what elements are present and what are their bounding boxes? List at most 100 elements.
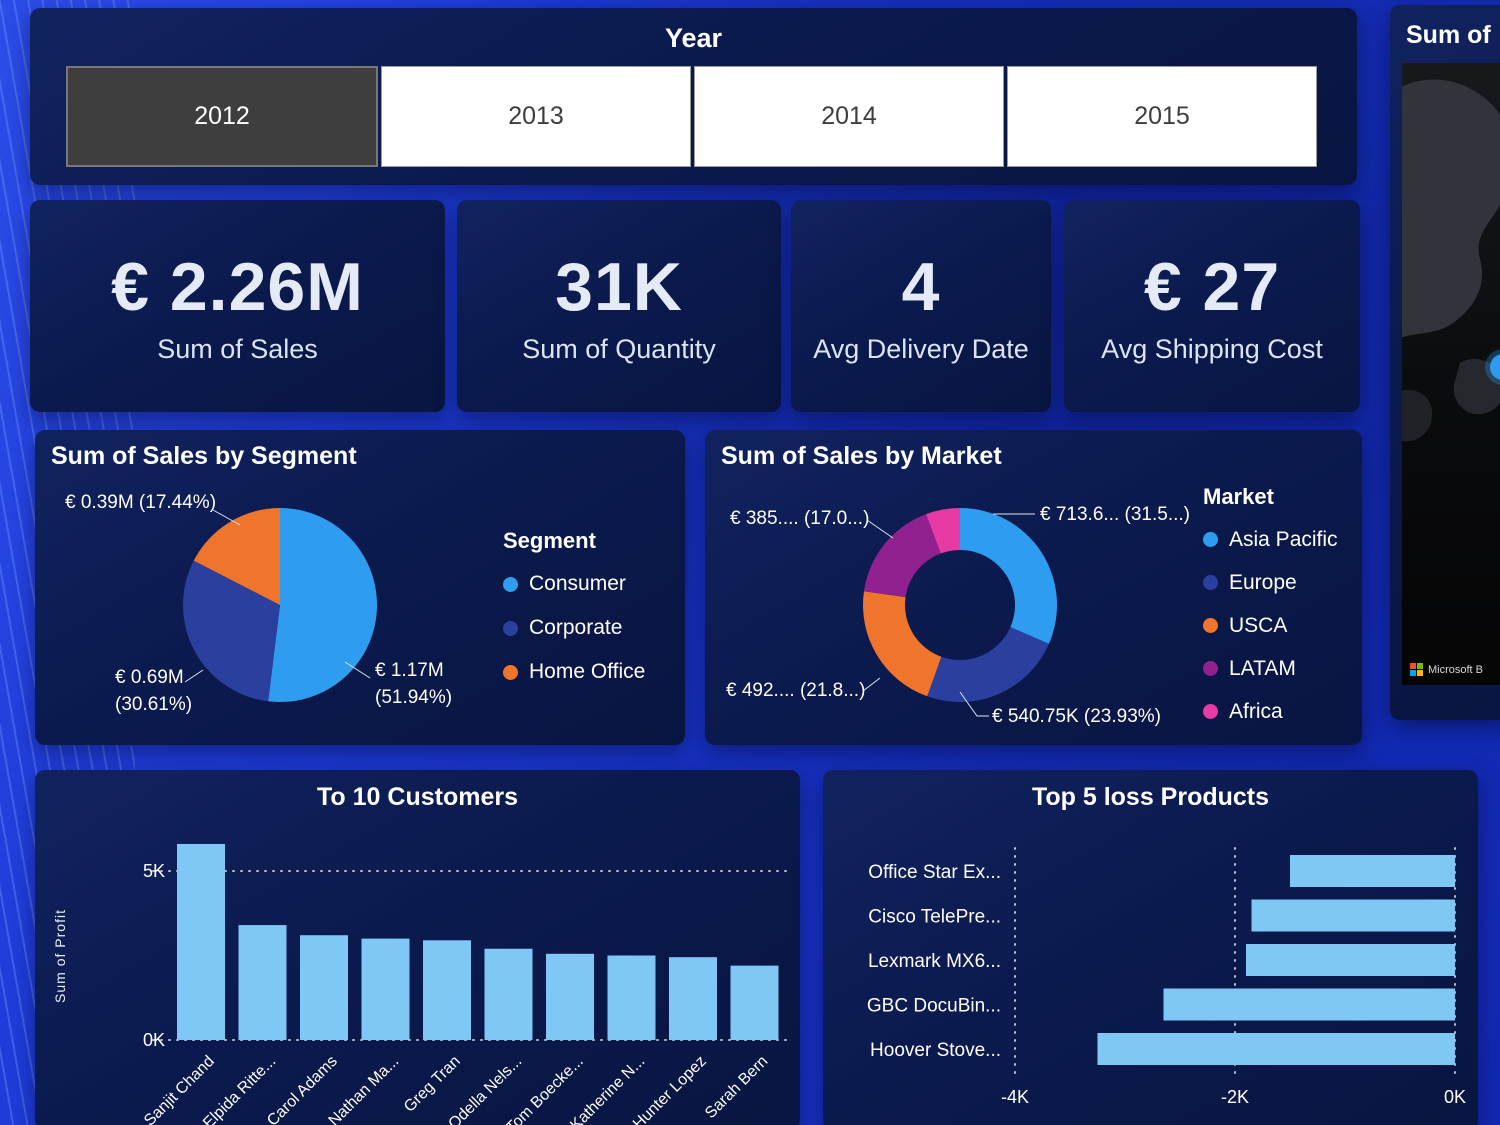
loss-products-panel: Top 5 loss Products -4K -2K 0K Office Star … xyxy=(823,770,1478,1125)
y-tick-label: 0K xyxy=(143,1030,165,1050)
bar-nathan-ma[interactable] xyxy=(361,938,410,1040)
data-label: € 0.39M (17.44%) xyxy=(65,492,216,513)
bar-cisco-telepre[interactable] xyxy=(1251,899,1456,932)
year-slicer-panel: Year 2012 2013 2014 2015 xyxy=(30,8,1357,185)
slice-africa[interactable] xyxy=(926,508,960,554)
data-label: (51.94%) xyxy=(375,687,452,708)
kpi-label: Sum of Sales xyxy=(157,333,318,364)
bar-gbc-docubin[interactable] xyxy=(1163,988,1456,1021)
bar-office-star-ex[interactable] xyxy=(1290,855,1455,887)
data-label: € 492.... (21.8...) xyxy=(726,680,865,701)
bar-odella-nels[interactable] xyxy=(484,948,533,1040)
legend-item-africa[interactable]: Africa xyxy=(1203,690,1338,733)
slice-corporate[interactable] xyxy=(182,560,280,702)
year-option-2013[interactable]: 2013 xyxy=(381,66,691,167)
bar-elpida-ritte[interactable] xyxy=(238,925,287,1040)
legend-label: Home Office xyxy=(529,660,646,683)
legend-title: Market xyxy=(1203,484,1274,509)
x-tick-label: -4K xyxy=(1001,1087,1029,1107)
map-landmass xyxy=(1402,79,1500,442)
loss-products-bar-chart: -4K -2K 0K Office Star Ex... Cisco TelePre..… xyxy=(867,847,1466,1107)
category-label: Lexmark MX6... xyxy=(868,951,1001,972)
x-category-label: Sarah Bern xyxy=(702,1053,771,1122)
kpi-card-sum-of-quantity: 31K Sum of Quantity xyxy=(457,200,781,412)
year-slicer-title: Year xyxy=(664,23,723,53)
kpi-value: 31K xyxy=(555,248,683,325)
slice-usca[interactable] xyxy=(863,591,942,697)
legend-label: Asia Pacific xyxy=(1229,527,1338,551)
sales-by-market-panel: Sum of Sales by Market € 713.6... (31.5.… xyxy=(705,430,1362,745)
microsoft-logo-icon xyxy=(1410,663,1423,676)
kpi-label: Avg Delivery Date xyxy=(813,333,1029,364)
market-donut-chart: € 713.6... (31.5...) € 540.75K (23.93%) € … xyxy=(726,504,1190,727)
segment-pie-chart: € 1.17M (51.94%) € 0.69M (30.61%) € 0.39M (1… xyxy=(65,492,452,715)
kpi-value: € 27 xyxy=(1143,248,1281,325)
map-attribution-text: Microsoft B xyxy=(1428,663,1484,676)
legend-label: Europe xyxy=(1229,570,1297,594)
bar-carol-adams[interactable] xyxy=(300,935,348,1040)
legend-label: USCA xyxy=(1229,613,1288,637)
category-label: Hoover Stove... xyxy=(870,1040,1001,1061)
bar-tom-boecke[interactable] xyxy=(546,953,594,1040)
legend-item-home-office[interactable]: Home Office xyxy=(503,650,645,694)
y-tick-label: 5K xyxy=(143,861,165,881)
data-label: € 713.6... (31.5...) xyxy=(1040,504,1190,525)
legend-item-asia-pacific[interactable]: Asia Pacific xyxy=(1203,518,1338,561)
legend-dot-icon xyxy=(1203,704,1218,719)
sales-map-panel: Sum of Microsoft B xyxy=(1390,5,1500,720)
legend-item-corporate[interactable]: Corporate xyxy=(503,606,645,650)
bar-sarah-bern[interactable] xyxy=(730,965,779,1040)
legend-label: LATAM xyxy=(1229,656,1296,680)
slice-home-office[interactable] xyxy=(193,508,280,605)
slice-latam[interactable] xyxy=(863,514,941,598)
bar-hunter-lopez[interactable] xyxy=(669,957,717,1040)
year-option-2014[interactable]: 2014 xyxy=(694,66,1004,167)
legend-dot-icon xyxy=(503,664,518,680)
data-label: € 1.17M xyxy=(375,660,444,681)
legend-dot-icon xyxy=(503,576,518,592)
year-option-2015[interactable]: 2015 xyxy=(1007,66,1317,167)
legend-item-usca[interactable]: USCA xyxy=(1203,604,1338,647)
kpi-label: Avg Shipping Cost xyxy=(1101,333,1323,364)
slice-europe[interactable] xyxy=(927,627,1049,702)
data-label: € 0.69M xyxy=(115,667,184,688)
kpi-value: € 2.26M xyxy=(111,248,364,325)
category-label: Cisco TelePre... xyxy=(868,907,1001,928)
legend-dot-icon xyxy=(1203,575,1218,590)
legend-item-consumer[interactable]: Consumer xyxy=(503,562,645,606)
slice-asia-pacific[interactable] xyxy=(960,508,1057,644)
map-data-bubble[interactable] xyxy=(1490,354,1500,380)
bar-sanjit-chand[interactable] xyxy=(177,843,225,1040)
data-label: € 540.75K (23.93%) xyxy=(992,706,1161,727)
kpi-label: Sum of Quantity xyxy=(522,333,716,364)
sales-by-segment-panel: Sum of Sales by Segment € 1.17M (51.94%) €… xyxy=(35,430,685,745)
segment-legend: Segment Consumer Corporate Home Office xyxy=(503,528,645,694)
market-legend: Market Asia Pacific Europe USCA LATAM Africa xyxy=(1203,484,1338,733)
bar-greg-tran[interactable] xyxy=(423,940,471,1040)
chart-title: Sum of Sales by Segment xyxy=(51,442,357,470)
legend-label: Africa xyxy=(1229,699,1283,723)
slice-consumer[interactable] xyxy=(268,508,377,702)
legend-item-latam[interactable]: LATAM xyxy=(1203,647,1338,690)
year-option-2012[interactable]: 2012 xyxy=(66,66,378,167)
x-category-label: Greg Tran xyxy=(401,1053,464,1116)
legend-dot-icon xyxy=(1203,661,1218,676)
category-label: GBC DocuBin... xyxy=(867,996,1001,1017)
x-tick-label: -2K xyxy=(1221,1087,1249,1107)
legend-dot-icon xyxy=(503,620,518,636)
chart-title: Top 5 loss Products xyxy=(1031,783,1270,811)
map-title: Sum of xyxy=(1406,21,1491,49)
category-label: Office Star Ex... xyxy=(868,862,1001,883)
data-label: € 385.... (17.0...) xyxy=(730,508,869,529)
top-customers-panel: To 10 Customers 5K 0K Sum of Profit Sanjit … xyxy=(35,770,800,1125)
bar-lexmark-mx6[interactable] xyxy=(1246,944,1455,976)
legend-dot-icon xyxy=(1203,618,1218,633)
bar-hoover-stove[interactable] xyxy=(1097,1033,1456,1065)
legend-item-europe[interactable]: Europe xyxy=(1203,561,1338,604)
chart-title: To 10 Customers xyxy=(317,783,518,811)
map-canvas[interactable]: Microsoft B xyxy=(1402,63,1500,685)
bar-katherine-n[interactable] xyxy=(607,955,656,1041)
map-attribution: Microsoft B xyxy=(1410,663,1483,676)
